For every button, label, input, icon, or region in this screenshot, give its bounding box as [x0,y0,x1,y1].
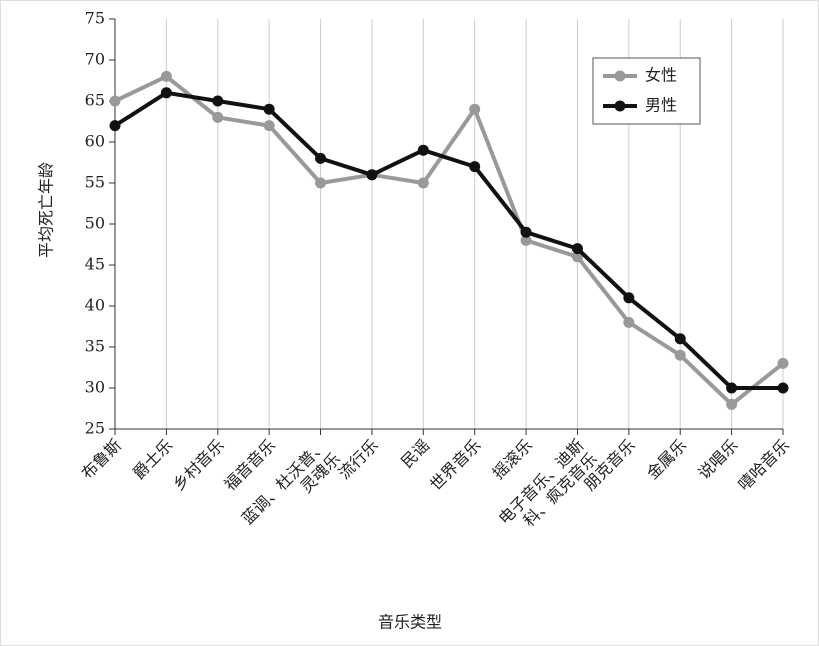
point [674,349,686,361]
y-axis-label: 平均死亡年龄 [37,162,56,258]
x-axis-label: 音乐类型 [378,613,442,632]
legend-label: 男性 [645,96,677,115]
point [109,120,121,132]
point [469,103,481,115]
legend-box [592,57,701,125]
y-tick-label: 65 [85,91,105,110]
y-tick-label: 70 [85,50,105,69]
point [160,70,172,82]
y-tick-label: 35 [85,337,105,356]
point [417,177,429,189]
y-tick-label: 50 [85,214,105,233]
point [674,333,686,345]
point [469,161,481,173]
point [315,152,327,164]
legend-marker [614,70,626,82]
point [571,251,583,263]
series-line [114,74,785,407]
point [623,316,635,328]
point [777,357,789,369]
point [109,95,121,107]
point [726,382,738,394]
point [571,243,583,255]
point [315,177,327,189]
point [263,103,275,115]
point [726,398,738,410]
point [520,234,532,246]
point [212,111,224,123]
y-tick-label: 25 [85,419,105,438]
y-tick-label: 45 [85,255,105,274]
point [777,382,789,394]
y-tick-label: 30 [85,378,105,397]
y-tick-label: 60 [85,132,105,151]
legend-marker [614,100,626,112]
y-tick-label: 55 [85,173,105,192]
legend-label: 女性 [645,66,677,85]
y-tick-label: 75 [85,9,105,28]
y-tick-label: 40 [85,296,105,315]
point [623,292,635,304]
point [417,144,429,156]
point [160,87,172,99]
point [366,169,378,181]
point [520,226,532,238]
point [212,95,224,107]
point [263,120,275,132]
series-line [113,90,783,390]
